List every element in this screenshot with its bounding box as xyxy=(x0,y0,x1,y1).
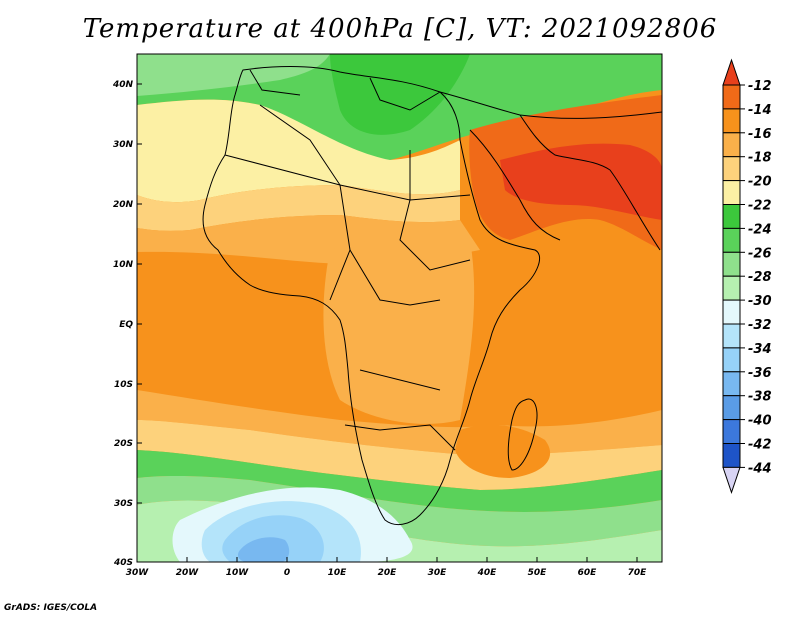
coastlines xyxy=(202,66,662,526)
lon-label-20w: 20W xyxy=(176,568,200,578)
map-frame xyxy=(136,53,663,563)
lon-label-0: 0 xyxy=(284,568,290,578)
colorbar-label: -44 xyxy=(748,461,772,476)
colorbar-label: -12 xyxy=(748,79,772,94)
lon-label-10e: 10E xyxy=(328,568,348,578)
colorbar-label: -20 xyxy=(748,175,772,190)
lat-label-10s: 10S xyxy=(114,380,133,390)
colorbar-box xyxy=(722,227,741,253)
colorbar-box xyxy=(722,419,741,445)
colorbar-box xyxy=(722,180,741,206)
colorbar-box xyxy=(722,251,741,277)
lon-label-60e: 60E xyxy=(578,568,598,578)
colorbar-box xyxy=(722,84,741,110)
lat-label-20s: 20S xyxy=(114,439,133,449)
colorbar-box xyxy=(722,156,741,182)
colorbar: -12 -14 -16 -18 -20 -22 -24 -26 -28 -30 -32 -34 -36 -… xyxy=(722,58,772,494)
map-title: Temperature at 400hPa [C], VT: 202109280… xyxy=(82,14,718,44)
lat-label-30n: 30N xyxy=(113,140,134,150)
grads-credit: GrADS: IGES/COLA xyxy=(4,603,98,613)
colorbar-arrow-bottom xyxy=(722,466,741,494)
colorbar-label: -28 xyxy=(748,270,772,285)
colorbar-box xyxy=(722,395,741,421)
colorbar-label: -26 xyxy=(748,246,772,261)
colorbar-label: -30 xyxy=(748,294,772,309)
colorbar-box xyxy=(722,347,741,373)
colorbar-box xyxy=(722,323,741,349)
temperature-field xyxy=(137,54,662,562)
colorbar-box xyxy=(722,204,741,229)
colorbar-label: -38 xyxy=(748,390,772,405)
lon-label-10w: 10W xyxy=(226,568,250,578)
longitude-axis: 30W 20W 10W 0 10E 20E 30E 40E 50E 60E 70… xyxy=(126,557,647,578)
lon-label-30e: 30E xyxy=(428,568,448,578)
lon-label-70e: 70E xyxy=(628,568,648,578)
colorbar-label: -40 xyxy=(748,414,772,429)
colorbar-box xyxy=(722,299,741,325)
colorbar-box xyxy=(722,275,741,301)
lat-label-20n: 20N xyxy=(113,200,134,210)
lat-label-30s: 30S xyxy=(114,499,133,509)
colorbar-label: -32 xyxy=(748,318,772,333)
colorbar-label: -34 xyxy=(748,342,772,357)
lon-label-40e: 40E xyxy=(477,568,498,578)
colorbar-label: -16 xyxy=(748,127,772,142)
colorbar-label: -14 xyxy=(748,103,772,118)
lon-label-50e: 50E xyxy=(528,568,548,578)
lat-label-10n: 10N xyxy=(113,260,134,270)
colorbar-label: -22 xyxy=(748,199,772,214)
colorbar-box xyxy=(722,132,741,158)
latitude-axis: 40N 30N 20N 10N EQ 10S 20S 30S 40S xyxy=(112,80,142,568)
lat-label-40n: 40N xyxy=(112,80,134,90)
lon-label-30w: 30W xyxy=(126,568,150,578)
colorbar-label: -42 xyxy=(748,438,772,453)
colorbar-label: -18 xyxy=(748,151,772,166)
colorbar-label: -24 xyxy=(748,222,772,237)
colorbar-box xyxy=(722,371,741,397)
colorbar-box xyxy=(722,108,741,134)
lat-label-eq: EQ xyxy=(119,320,133,330)
colorbar-box xyxy=(722,443,741,468)
colorbar-label: -36 xyxy=(748,366,772,381)
lon-label-20e: 20E xyxy=(378,568,398,578)
lat-label-40s: 40S xyxy=(113,558,133,568)
colorbar-arrow-top xyxy=(722,58,741,86)
